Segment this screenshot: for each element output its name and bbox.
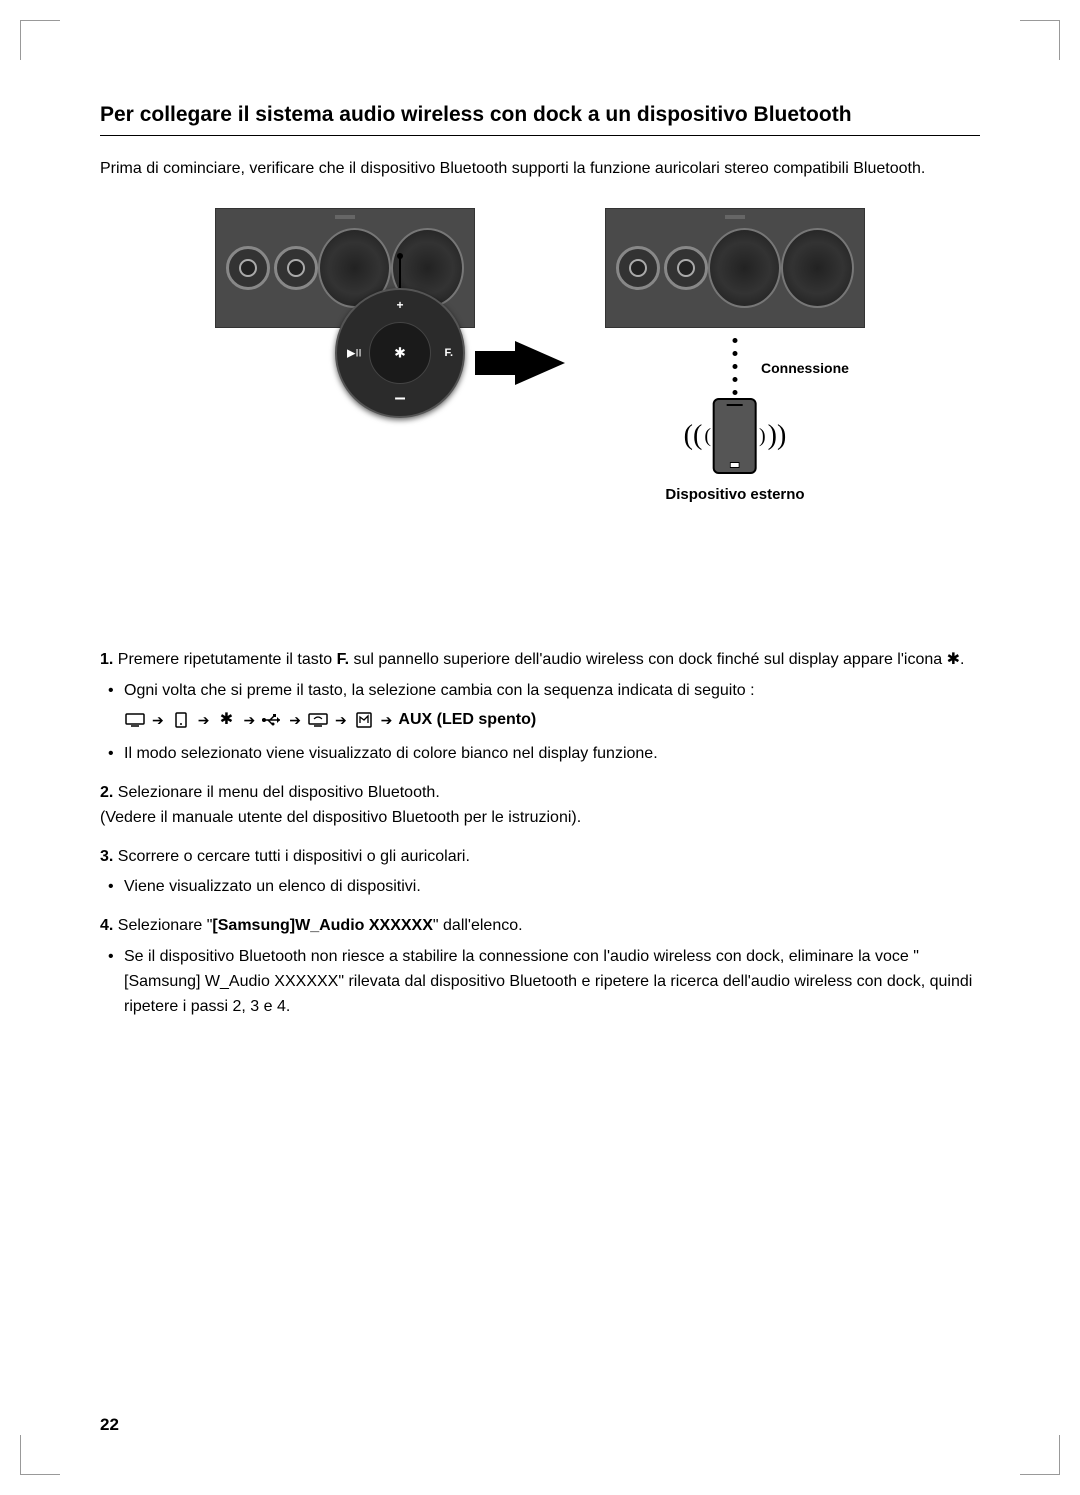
page-number: 22 <box>100 1415 119 1435</box>
mode-sequence: ➔ ➔ ✱ ➔ ➔ ➔ ➔ AUX (LED spento) <box>124 708 536 733</box>
phone-icon <box>713 398 757 474</box>
allshare-icon <box>353 712 375 728</box>
dial-play-pause: ▶II <box>347 347 362 360</box>
step-1-text-post: sul pannello superiore dell'audio wirele… <box>349 651 947 668</box>
usb-icon <box>261 712 283 728</box>
wave-left-inner-icon: ( <box>704 425 711 448</box>
intro-text: Prima di cominciare, verificare che il d… <box>100 160 980 178</box>
connection-label: Connessione <box>761 360 849 376</box>
step-1-bullet-1: Ogni volta che si preme il tasto, la sel… <box>100 679 980 736</box>
crop-mark <box>20 20 60 60</box>
crop-mark <box>1020 1435 1060 1475</box>
tv-icon <box>124 712 146 728</box>
dial-plus: + <box>396 298 403 312</box>
step-4: 4. Selezionare "[Samsung]W_Audio XXXXXX"… <box>100 914 980 1019</box>
step-3: 3. Scorrere o cercare tutti i dispositiv… <box>100 845 980 901</box>
speaker-front-right <box>605 208 865 328</box>
f-key-label: F. <box>337 651 349 668</box>
step-1-text-pre: Premere ripetutamente il tasto <box>118 651 337 668</box>
arrow-icon <box>515 341 565 385</box>
external-device-label: Dispositivo esterno <box>665 486 804 503</box>
step-2-text-b: (Vedere il manuale utente del dispositiv… <box>100 809 581 826</box>
wave-right-icon: )) <box>768 420 787 452</box>
step-4-pre: Selezionare " <box>118 917 213 934</box>
step-2-text-a: Selezionare il menu del dispositivo Blue… <box>118 784 440 801</box>
connection-dots <box>733 338 738 395</box>
control-dial-callout: + – ▶II F. ✱ <box>335 288 465 418</box>
step-1-bullet-1-text: Ogni volta che si preme il tasto, la sel… <box>124 682 755 699</box>
step-1-trail: . <box>960 651 964 668</box>
step-1-bullet-2: Il modo selezionato viene visualizzato d… <box>100 742 980 767</box>
dial-function: F. <box>444 347 453 359</box>
wave-right-inner-icon: ) <box>759 425 766 448</box>
connection-diagram: + – ▶II F. ✱ Connessione (( ( ) <box>100 208 980 518</box>
bluetooth-icon: ✱ <box>215 712 237 728</box>
phone-with-waves: (( ( ) )) <box>684 398 787 474</box>
step-4-bullet-1: Se il dispositivo Bluetooth non riesce a… <box>100 945 980 1019</box>
crop-mark <box>1020 20 1060 60</box>
dial-minus: – <box>394 387 405 410</box>
bluetooth-inline-icon: ✱ <box>947 651 960 668</box>
crop-mark <box>20 1435 60 1475</box>
step-3-text: Scorrere o cercare tutti i dispositivi o… <box>118 848 470 865</box>
dial-bluetooth-icon: ✱ <box>394 345 406 362</box>
step-4-post: " dall'elenco. <box>433 917 523 934</box>
soundshare-icon <box>307 712 329 728</box>
instruction-list: 1. Premere ripetutamente il tasto F. sul… <box>100 648 980 1019</box>
step-3-bullet-1: Viene visualizzato un elenco di disposit… <box>100 875 980 900</box>
device-name: [Samsung]W_Audio XXXXXX <box>212 917 432 934</box>
wave-left-icon: (( <box>684 420 703 452</box>
device-icon <box>170 712 192 728</box>
step-1: 1. Premere ripetutamente il tasto F. sul… <box>100 648 980 767</box>
section-heading: Per collegare il sistema audio wireless … <box>100 100 980 136</box>
aux-label: AUX (LED spento) <box>398 708 536 733</box>
step-2: 2. Selezionare il menu del dispositivo B… <box>100 781 980 831</box>
